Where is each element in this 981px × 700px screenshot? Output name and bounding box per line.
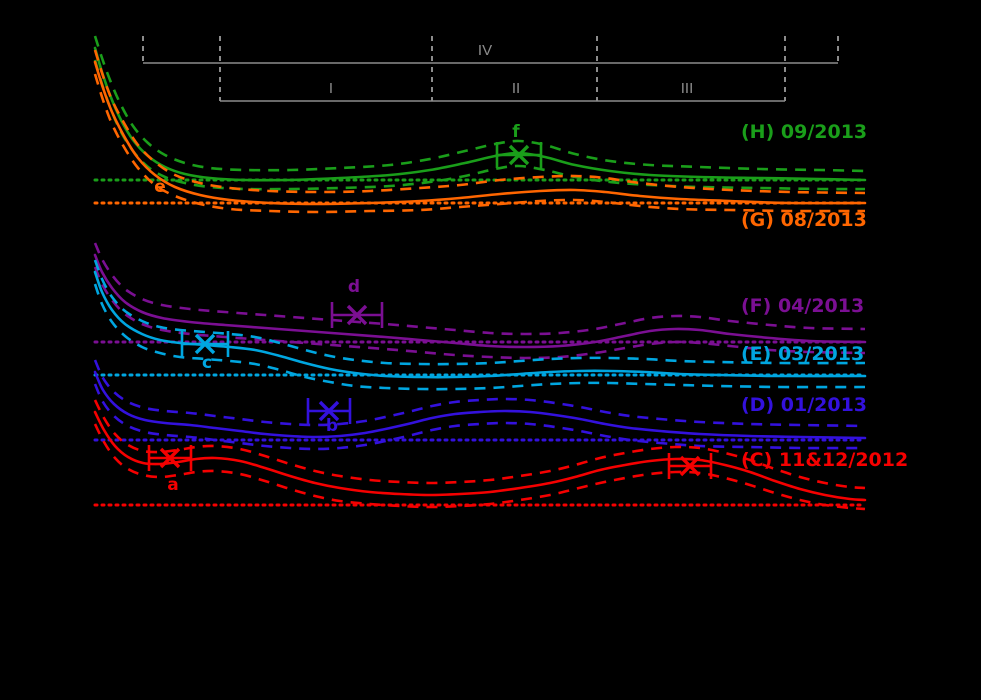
series-mean-line — [93, 60, 867, 206]
series-label-e: (E) 03/2013 — [741, 343, 864, 365]
series-label-h: (H) 09/2013 — [741, 121, 867, 143]
series-mean-line — [93, 253, 867, 349]
annotation-label-f: f — [512, 122, 520, 142]
error-bar-markers-layer — [147, 142, 713, 479]
series-lower-band — [93, 73, 866, 214]
series-upper-band — [93, 399, 866, 490]
error-bar-marker-a — [147, 445, 193, 471]
marker-cross-stroke — [679, 455, 701, 477]
annotation-label-c: c — [202, 353, 212, 373]
phase-label-ii: II — [512, 80, 520, 97]
marker-cross-stroke — [194, 333, 216, 355]
series-group-3 — [93, 259, 867, 391]
error-bar-marker-f — [495, 142, 543, 168]
series-group-4 — [93, 359, 867, 451]
marker-cross-stroke — [346, 304, 368, 326]
series-mean-line — [93, 410, 867, 502]
series-label-d: (D) 01/2013 — [741, 394, 867, 416]
series-mean-line — [93, 270, 867, 379]
series-label-c: (C) 11&12/2012 — [741, 449, 908, 471]
series-upper-band — [93, 242, 866, 336]
series-group-5 — [93, 399, 867, 511]
phase-label-iv: IV — [478, 42, 492, 59]
series-upper-band — [93, 35, 866, 173]
series-upper-band — [93, 259, 866, 366]
series-curves-layer — [93, 35, 867, 511]
series-upper-band — [93, 49, 866, 195]
annotation-label-a: a — [167, 475, 178, 495]
error-bar-marker-d — [330, 302, 384, 328]
phase-bracket-axis — [142, 36, 839, 102]
series-mean-line — [93, 370, 867, 440]
series-label-g: (G) 08/2013 — [741, 209, 867, 231]
error-bar-marker-b — [306, 398, 352, 424]
series-upper-band — [93, 359, 866, 428]
phase-label-i: I — [329, 80, 333, 97]
marker-cross-stroke — [159, 447, 181, 469]
error-bar-marker-c — [180, 331, 230, 357]
marker-cross-stroke — [508, 144, 530, 166]
error-bar-marker-m5 — [667, 453, 713, 479]
phase-label-iii: III — [681, 80, 694, 97]
annotation-label-d: d — [348, 277, 360, 297]
series-group-2 — [93, 242, 867, 360]
series-group-1 — [93, 49, 867, 214]
marker-cross-stroke — [318, 400, 340, 422]
annotation-label-b: b — [326, 416, 338, 436]
series-mean-line — [93, 46, 867, 182]
annotation-label-e: e — [154, 177, 166, 197]
series-lower-band — [93, 423, 866, 511]
series-lower-band — [93, 383, 866, 451]
series-lower-band — [93, 266, 866, 360]
series-label-f: (F) 04/2013 — [741, 295, 864, 317]
